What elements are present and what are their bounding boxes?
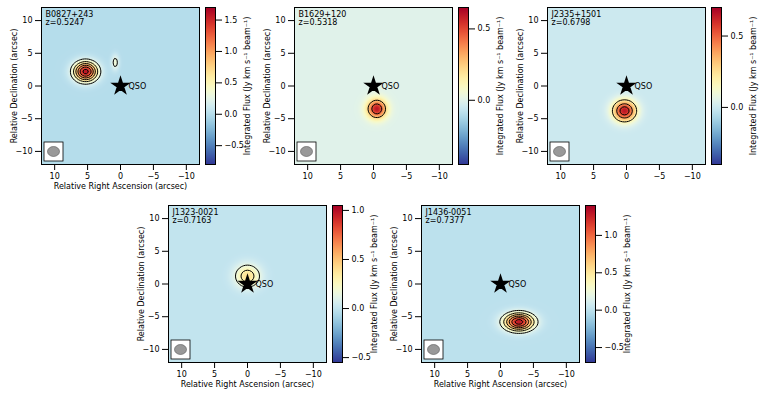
svg-text:5: 5 [212,370,217,379]
svg-text:10: 10 [22,16,32,25]
svg-text:QSO: QSO [509,280,527,289]
svg-text:0.0: 0.0 [731,103,744,112]
svg-text:−0.5: −0.5 [605,343,624,352]
svg-text:−10: −10 [143,345,160,354]
svg-text:5: 5 [533,49,538,58]
svg-text:10: 10 [402,214,412,223]
svg-text:Relative Declination (arcsec): Relative Declination (arcsec) [263,29,272,144]
svg-text:−5: −5 [401,172,413,181]
svg-text:0: 0 [371,172,376,181]
svg-text:0.0: 0.0 [605,306,618,315]
svg-text:0.5: 0.5 [352,255,365,264]
svg-text:Relative Declination (arcsec): Relative Declination (arcsec) [390,227,399,342]
svg-text:−5: −5 [148,172,160,181]
svg-text:Relative Declination (arcsec): Relative Declination (arcsec) [516,29,525,144]
svg-text:−0.5: −0.5 [352,353,371,362]
svg-text:Integrated Flux (Jy km s⁻¹ bea: Integrated Flux (Jy km s⁻¹ beam⁻¹) [370,215,379,354]
svg-text:5: 5 [27,49,32,58]
svg-text:QSO: QSO [635,82,653,91]
svg-text:Relative Right Ascension (arcs: Relative Right Ascension (arcsec) [54,182,188,191]
svg-text:B0827+243z=0.5247: B0827+243z=0.5247 [46,10,94,27]
svg-text:−5: −5 [148,312,160,321]
svg-text:5: 5 [280,49,285,58]
svg-text:0: 0 [27,82,32,91]
svg-text:0.0: 0.0 [352,304,365,313]
svg-text:−10: −10 [396,345,413,354]
svg-text:1.0: 1.0 [605,231,618,240]
svg-text:0.5: 0.5 [478,24,491,33]
svg-text:0.5: 0.5 [731,32,744,41]
svg-text:0: 0 [498,370,503,379]
svg-text:1.0: 1.0 [225,47,238,56]
svg-text:−5: −5 [275,370,287,379]
svg-text:Integrated Flux (Jy km s⁻¹ bea: Integrated Flux (Jy km s⁻¹ beam⁻¹) [623,215,632,354]
svg-text:0.5: 0.5 [225,78,238,87]
svg-text:−5: −5 [21,114,33,123]
svg-text:−5: −5 [527,114,539,123]
svg-text:0.5: 0.5 [605,268,618,277]
svg-text:QSO: QSO [382,82,400,91]
svg-text:10: 10 [149,214,159,223]
svg-text:−10: −10 [558,370,575,379]
svg-text:5: 5 [591,172,596,181]
svg-text:−10: −10 [684,172,701,181]
svg-text:0.0: 0.0 [478,96,491,105]
svg-text:5: 5 [85,172,90,181]
svg-text:−5: −5 [401,312,413,321]
svg-text:J1436-0051z=0.7377: J1436-0051z=0.7377 [425,208,472,225]
svg-text:1.5: 1.5 [225,16,238,25]
svg-text:−10: −10 [305,370,322,379]
svg-text:5: 5 [465,370,470,379]
svg-text:QSO: QSO [256,280,274,289]
svg-text:Integrated Flux (Jy km s⁻¹ bea: Integrated Flux (Jy km s⁻¹ beam⁻¹) [749,17,758,156]
svg-text:−0.5: −0.5 [225,141,244,150]
svg-text:10: 10 [275,16,285,25]
svg-text:−10: −10 [522,147,539,156]
svg-text:Integrated Flux (Jy km s⁻¹ bea: Integrated Flux (Jy km s⁻¹ beam⁻¹) [243,17,252,156]
svg-text:B1629+120z=0.5318: B1629+120z=0.5318 [299,10,347,27]
svg-text:0.0: 0.0 [225,110,238,119]
svg-text:10: 10 [556,172,566,181]
svg-text:10: 10 [177,370,187,379]
svg-text:5: 5 [154,247,159,256]
svg-text:0: 0 [154,280,159,289]
svg-text:10: 10 [50,172,60,181]
svg-text:J1323-0021z=0.7163: J1323-0021z=0.7163 [172,208,219,225]
svg-text:Relative Declination (arcsec): Relative Declination (arcsec) [10,29,19,144]
svg-text:5: 5 [338,172,343,181]
svg-text:Relative Right Ascension (arcs: Relative Right Ascension (arcsec) [434,380,568,389]
svg-text:0: 0 [533,82,538,91]
svg-text:10: 10 [303,172,313,181]
svg-text:5: 5 [407,247,412,256]
svg-text:−10: −10 [431,172,448,181]
svg-text:J2335+1501z=0.6798: J2335+1501z=0.6798 [551,10,602,27]
svg-text:−5: −5 [654,172,666,181]
svg-text:0: 0 [118,172,123,181]
svg-text:0: 0 [407,280,412,289]
svg-text:10: 10 [528,16,538,25]
svg-text:0: 0 [624,172,629,181]
svg-text:10: 10 [430,370,440,379]
svg-text:−10: −10 [178,172,195,181]
svg-text:0: 0 [245,370,250,379]
svg-text:−10: −10 [269,147,286,156]
svg-text:QSO: QSO [129,82,147,91]
svg-text:−10: −10 [16,147,33,156]
svg-text:Integrated Flux (Jy km s⁻¹ bea: Integrated Flux (Jy km s⁻¹ beam⁻¹) [496,17,505,156]
svg-text:1.0: 1.0 [352,206,365,215]
svg-text:Relative Declination (arcsec): Relative Declination (arcsec) [137,227,146,342]
svg-text:0: 0 [280,82,285,91]
svg-text:−5: −5 [528,370,540,379]
svg-text:Relative Right Ascension (arcs: Relative Right Ascension (arcsec) [181,380,315,389]
svg-text:−5: −5 [274,114,286,123]
